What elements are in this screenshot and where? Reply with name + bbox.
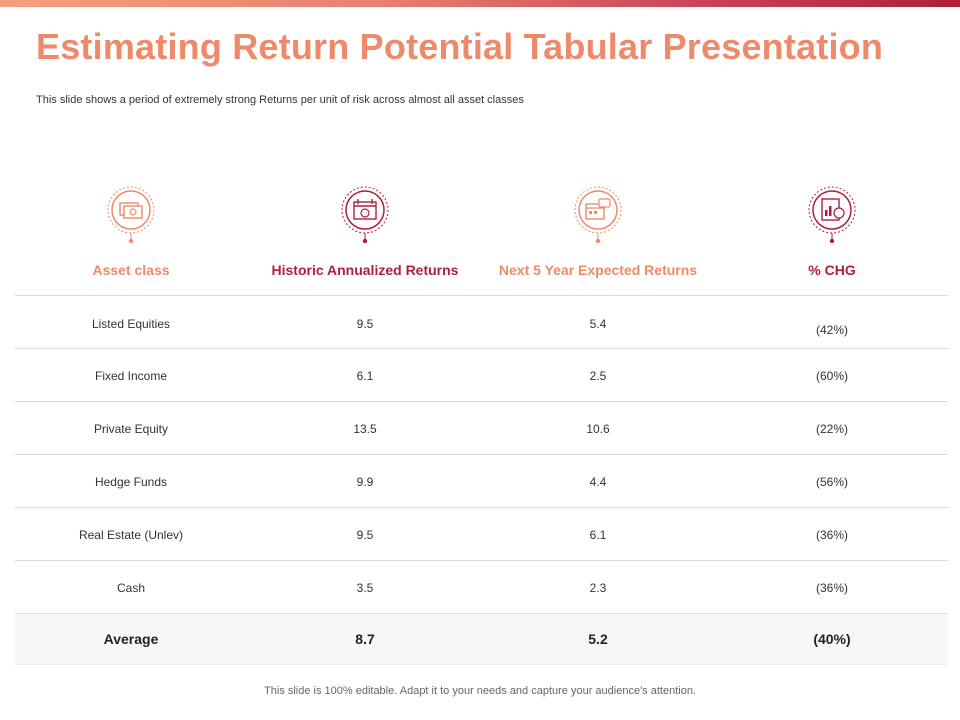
returns-table: Listed Equities 9.5 5.4 (42%) Fixed Inco… [15,295,948,665]
header-pct-chg: % CHG [808,262,856,278]
header-asset-class: Asset class [92,262,170,278]
money-icon [107,186,155,244]
header-historic-returns: Historic Annualized Returns [271,262,459,278]
chg-cell: (60%) [815,369,848,383]
historic-cell: 13.5 [353,422,377,436]
chg-cell: (22%) [815,422,848,436]
table-row: Cash 3.5 2.3 (36%) [15,560,948,613]
top-accent-bar [0,0,960,7]
expected-cell: 10.6 [586,422,610,436]
table-row: Fixed Income 6.1 2.5 (60%) [15,348,948,401]
chg-cell: (56%) [815,475,848,489]
calendar-icon [341,186,389,244]
table-row: Hedge Funds 9.9 4.4 (56%) [15,454,948,507]
expected-cell: 2.5 [589,369,607,383]
report-chart-icon [808,186,856,244]
footer-note: This slide is 100% editable. Adapt it to… [264,685,696,697]
asset-cell: Hedge Funds [94,475,168,489]
chg-cell: (36%) [815,528,848,542]
asset-cell: Real Estate (Unlev) [78,528,184,542]
historic-cell: 9.9 [356,475,374,489]
table-row: Private Equity 13.5 10.6 (22%) [15,401,948,454]
average-chg: (40%) [813,631,851,647]
page-subtitle: This slide shows a period of extremely s… [36,94,524,106]
asset-cell: Cash [116,581,145,595]
header-expected-returns: Next 5 Year Expected Returns [498,262,698,278]
chg-cell: (42%) [815,323,848,337]
table-row: Listed Equities 9.5 5.4 (42%) [15,295,948,348]
calendar-chat-icon [574,186,622,244]
average-expected: 5.2 [588,631,608,647]
expected-icon-wrap [482,185,714,245]
historic-icon-wrap [249,185,481,245]
expected-cell: 6.1 [589,528,607,542]
asset-cell: Listed Equities [91,317,171,331]
average-historic: 8.7 [355,631,375,647]
average-row: Average 8.7 5.2 (40%) [15,613,948,665]
table-row: Real Estate (Unlev) 9.5 6.1 (36%) [15,507,948,560]
historic-cell: 9.5 [356,317,374,331]
asset-cell: Private Equity [93,422,169,436]
chg-icon-wrap [716,185,948,245]
expected-cell: 2.3 [589,581,607,595]
historic-cell: 9.5 [356,528,374,542]
expected-cell: 5.4 [589,317,607,331]
historic-cell: 3.5 [356,581,374,595]
chg-cell: (36%) [815,581,848,595]
page-title: Estimating Return Potential Tabular Pres… [36,26,884,67]
expected-cell: 4.4 [589,475,607,489]
historic-cell: 6.1 [356,369,374,383]
average-label: Average [103,631,159,647]
asset-class-icon-wrap [15,185,247,245]
asset-cell: Fixed Income [94,369,168,383]
